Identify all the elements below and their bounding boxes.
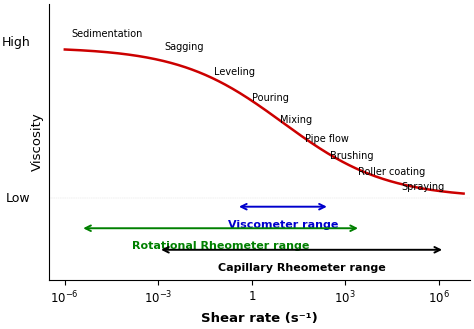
- Text: Leveling: Leveling: [214, 67, 255, 77]
- Text: Rotational Rheometer range: Rotational Rheometer range: [132, 241, 309, 251]
- Text: High: High: [2, 37, 30, 49]
- Text: Pipe flow: Pipe flow: [305, 134, 348, 144]
- Text: Sagging: Sagging: [164, 41, 204, 52]
- Text: Sedimentation: Sedimentation: [71, 29, 142, 38]
- Text: Capillary Rheometer range: Capillary Rheometer range: [218, 263, 385, 273]
- Y-axis label: Viscosity: Viscosity: [31, 113, 44, 171]
- Text: Mixing: Mixing: [280, 115, 312, 125]
- Text: Viscometer range: Viscometer range: [228, 220, 338, 230]
- Text: Pouring: Pouring: [252, 93, 289, 103]
- Text: Roller coating: Roller coating: [358, 166, 425, 177]
- Text: Spraying: Spraying: [401, 182, 445, 191]
- Text: Low: Low: [6, 191, 30, 205]
- Text: Brushing: Brushing: [329, 151, 373, 162]
- X-axis label: Shear rate (s⁻¹): Shear rate (s⁻¹): [201, 312, 318, 325]
